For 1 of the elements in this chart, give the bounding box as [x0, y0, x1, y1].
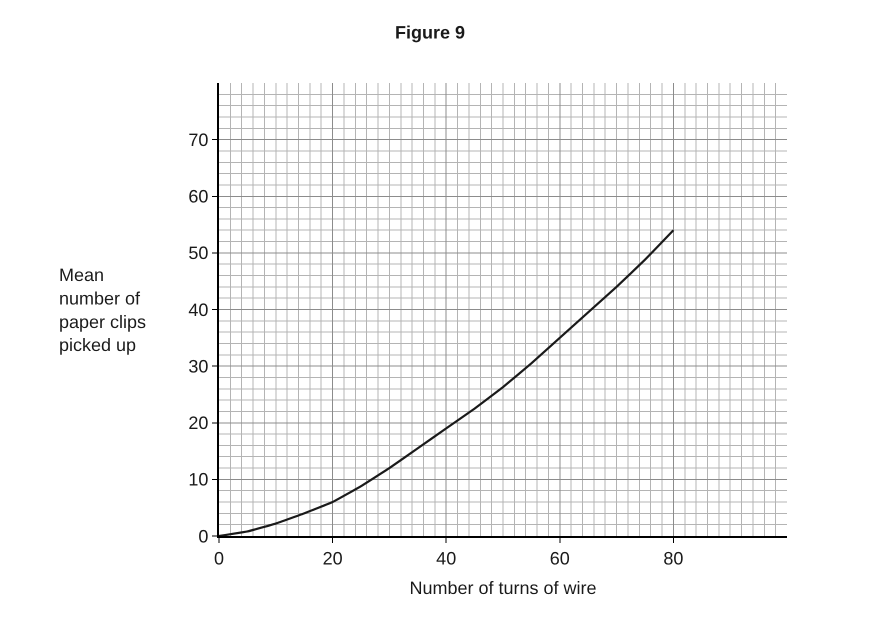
x-tick-label: 80	[663, 548, 684, 569]
